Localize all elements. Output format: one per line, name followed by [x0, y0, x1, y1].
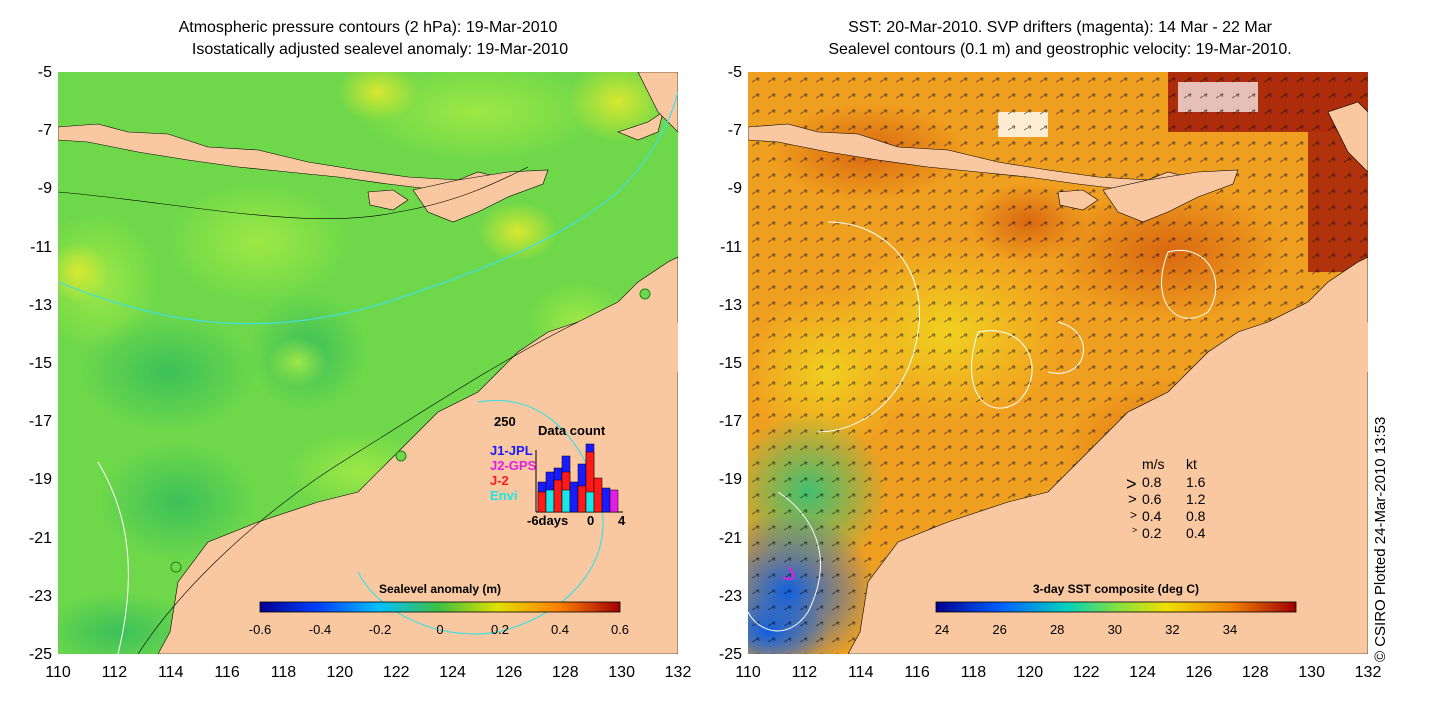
sla-colorbar	[259, 601, 621, 613]
speed-legend-kt: 0.8	[1186, 508, 1206, 524]
right-title-line2: Sealevel contours (0.1 m) and geostrophi…	[828, 41, 1292, 58]
x-axis-tick-label: 110	[45, 664, 71, 681]
y-axis-tick-label: -19	[28, 471, 52, 489]
y-axis-tick-label: -13	[28, 296, 52, 314]
speed-legend-header-ms: m/s	[1142, 456, 1165, 472]
data-count-histogram	[535, 443, 623, 513]
y-axis-tick-label: -11	[720, 238, 742, 256]
sst-map	[748, 72, 1368, 654]
left-title-line2: Isostatically adjusted sealevel anomaly:…	[191, 41, 569, 58]
speed-legend-header-kt: kt	[1186, 456, 1197, 472]
x-axis-tick-label: 130	[608, 664, 635, 681]
y-axis-tick-label: -7	[37, 122, 52, 140]
x-axis-tick-label: 132	[664, 664, 692, 681]
x-axis-tick-label: 116	[214, 664, 240, 681]
speed-legend-arrow: >	[1130, 508, 1138, 522]
x-axis-tick-label: 116	[904, 664, 930, 681]
speed-legend-arrow: >	[1126, 474, 1137, 494]
credit-text: © CSIRO Plotted 24-Mar-2010 13:53	[1372, 416, 1389, 662]
x-axis-tick-label: 112	[791, 664, 818, 681]
x-axis-tick-label: 124	[1129, 664, 1156, 681]
data-count-xtick-zero: 0	[587, 513, 595, 528]
sla-colorbar-tick: -0.2	[368, 622, 392, 637]
y-axis-tick-label: -13	[718, 296, 742, 314]
sst-colorbar-tick: 24	[934, 622, 950, 637]
y-axis-tick-label: -21	[718, 529, 742, 547]
sla-colorbar-tick: -0.4	[308, 622, 332, 637]
x-axis-tick-label: 130	[1298, 664, 1325, 681]
y-axis-tick-label: -25	[718, 646, 742, 663]
y-axis-tick-label: -17	[718, 413, 742, 431]
sst-colorbar-tick: 30	[1107, 622, 1123, 637]
x-axis-tick-label: 114	[847, 664, 874, 681]
y-axis-tick-label: -19	[718, 471, 742, 489]
y-axis-tick-label: -23	[28, 587, 52, 605]
left-title-line1: Atmospheric pressure contours (2 hPa): 1…	[178, 19, 558, 36]
y-axis-tick-label: -9	[727, 180, 742, 198]
y-axis-tick-label: -15	[718, 355, 742, 372]
y-axis-tick-label: -11	[30, 238, 52, 256]
data-count-xtick-start: -6days	[527, 513, 569, 528]
mission-j-2: J-2	[490, 473, 509, 488]
mission-j1-jpl: J1-JPL	[490, 443, 533, 458]
y-axis-tick-label: -25	[28, 646, 52, 663]
x-axis-tick-label: 112	[101, 664, 128, 681]
x-axis-tick-label: 128	[1241, 664, 1269, 681]
x-axis-tick-label: 126	[1185, 664, 1213, 681]
y-axis-tick-label: -23	[718, 587, 742, 605]
y-axis-tick-label: -17	[28, 413, 52, 431]
x-axis-tick-label: 132	[1354, 664, 1382, 681]
x-axis-tick-label: 126	[495, 664, 523, 681]
y-axis-tick-label: -5	[727, 64, 742, 81]
x-axis-tick-label: 120	[326, 664, 354, 681]
sst-colorbar-tick: 34	[1222, 622, 1238, 637]
mission-j2-gps: J2-GPS	[490, 458, 537, 473]
sla-colorbar-tick: -0.6	[248, 622, 272, 637]
right-title-line1: SST: 20-Mar-2010. SVP drifters (magenta)…	[848, 19, 1272, 36]
y-axis-tick-label: -7	[727, 122, 742, 140]
sst-colorbar-tick: 26	[992, 622, 1007, 637]
sla-colorbar-title: Sealevel anomaly (m)	[378, 582, 502, 596]
sealevel-anomaly-map	[58, 72, 678, 654]
speed-legend-ms: 0.4	[1142, 508, 1162, 524]
y-axis-tick-label: -15	[28, 355, 52, 372]
mission-envi: Envi	[490, 488, 518, 503]
x-axis-tick-label: 120	[1016, 664, 1044, 681]
sst-colorbar	[935, 601, 1297, 613]
speed-legend-ms: 0.8	[1142, 474, 1162, 490]
sla-colorbar-tick: 0.6	[610, 622, 630, 637]
x-axis-tick-label: 110	[735, 664, 761, 681]
sst-colorbar-tick: 32	[1165, 622, 1180, 637]
speed-legend-ms: 0.2	[1142, 525, 1162, 541]
x-axis-tick-label: 128	[551, 664, 579, 681]
sla-colorbar-tick: 0.2	[490, 622, 510, 637]
speed-legend-kt: 0.4	[1186, 525, 1206, 541]
sla-colorbar-tick: 0	[436, 622, 444, 637]
data-count-title: Data count	[538, 423, 606, 438]
sst-colorbar-tick: 28	[1049, 622, 1065, 637]
x-axis-tick-label: 118	[960, 664, 987, 681]
speed-legend-arrow: >	[1128, 491, 1137, 508]
speed-legend-kt: 1.2	[1186, 491, 1206, 507]
speed-legend-kt: 1.6	[1186, 474, 1206, 490]
x-axis-tick-label: 122	[382, 664, 410, 681]
x-axis-tick-label: 118	[270, 664, 297, 681]
x-axis-tick-label: 124	[439, 664, 466, 681]
data-count-max-label: 250	[494, 414, 516, 429]
speed-legend-arrow: >	[1132, 525, 1138, 535]
y-axis-tick-label: -5	[37, 64, 52, 81]
sealevel-map-svg	[58, 72, 678, 654]
y-axis-tick-label: -9	[37, 180, 52, 198]
x-axis-tick-label: 122	[1072, 664, 1100, 681]
sla-colorbar-tick: 0.4	[550, 622, 570, 637]
x-axis-tick-label: 114	[157, 664, 184, 681]
speed-legend-ms: 0.6	[1142, 491, 1162, 507]
sst-map-svg	[748, 72, 1368, 654]
data-count-xtick-end: 4	[618, 513, 626, 528]
sst-colorbar-title: 3-day SST composite (deg C)	[1032, 582, 1200, 596]
y-axis-tick-label: -21	[28, 529, 52, 547]
